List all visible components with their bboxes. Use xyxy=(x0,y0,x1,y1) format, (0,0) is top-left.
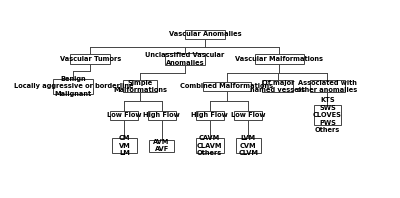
FancyBboxPatch shape xyxy=(148,110,176,120)
FancyBboxPatch shape xyxy=(236,138,261,153)
FancyBboxPatch shape xyxy=(70,54,110,64)
FancyBboxPatch shape xyxy=(196,138,224,153)
Text: High Flow: High Flow xyxy=(143,112,180,118)
Text: Vascular Tumors: Vascular Tumors xyxy=(60,56,121,62)
FancyBboxPatch shape xyxy=(203,82,251,91)
FancyBboxPatch shape xyxy=(262,80,293,92)
Text: CAVM
CLAVM
Others: CAVM CLAVM Others xyxy=(197,135,222,156)
FancyBboxPatch shape xyxy=(314,105,341,125)
FancyBboxPatch shape xyxy=(53,79,94,94)
FancyBboxPatch shape xyxy=(110,110,138,120)
Text: Associated with
other anomalies: Associated with other anomalies xyxy=(297,80,358,93)
Text: High Flow: High Flow xyxy=(191,112,228,118)
FancyBboxPatch shape xyxy=(234,110,262,120)
FancyBboxPatch shape xyxy=(185,30,225,39)
Text: Vascular Anomalies: Vascular Anomalies xyxy=(169,31,241,37)
FancyBboxPatch shape xyxy=(196,110,224,120)
FancyBboxPatch shape xyxy=(310,80,344,92)
FancyBboxPatch shape xyxy=(165,53,205,65)
Text: CM
VM
LM: CM VM LM xyxy=(118,135,130,156)
Text: Combined Malformations: Combined Malformations xyxy=(180,83,273,89)
Text: Low Flow: Low Flow xyxy=(231,112,266,118)
Text: Unclassified Vascular
Anomalies: Unclassified Vascular Anomalies xyxy=(145,52,224,66)
Text: AVM
AVF: AVM AVF xyxy=(154,139,170,152)
FancyBboxPatch shape xyxy=(112,138,137,153)
Text: Of major
named vessels: Of major named vessels xyxy=(250,80,305,93)
FancyBboxPatch shape xyxy=(123,80,157,92)
Text: Low Flow: Low Flow xyxy=(107,112,142,118)
Text: Benign
Locally aggressive or borderline
Malignant: Benign Locally aggressive or borderline … xyxy=(14,76,133,97)
Text: KTS
SWS
CLOVES
PWS
Others: KTS SWS CLOVES PWS Others xyxy=(313,97,342,133)
FancyBboxPatch shape xyxy=(149,140,174,152)
FancyBboxPatch shape xyxy=(255,54,304,64)
Text: Simple
Malformations: Simple Malformations xyxy=(113,80,167,93)
Text: LVM
CVM
CLVM: LVM CVM CLVM xyxy=(238,135,258,156)
Text: Vascular Malformations: Vascular Malformations xyxy=(235,56,323,62)
